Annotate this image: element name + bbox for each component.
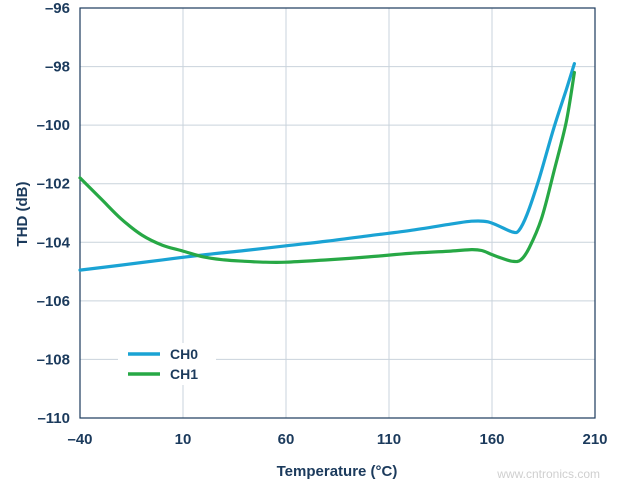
plot-area-border — [79, 7, 596, 419]
y-tick-label: –104 — [37, 234, 71, 251]
y-axis-title: THD (dB) — [14, 182, 31, 247]
x-tick-label: 110 — [377, 431, 401, 448]
y-tick-label: –106 — [37, 293, 70, 310]
x-axis-title: Temperature (°C) — [277, 463, 398, 480]
y-tick-label: –96 — [45, 0, 70, 17]
x-axis-ticks: –40 10 60 110 160 210 — [67, 431, 607, 448]
legend-background — [118, 343, 216, 385]
legend-label-ch1: CH1 — [170, 366, 198, 382]
x-tick-label: 160 — [479, 431, 504, 448]
legend: CH0 CH1 — [118, 343, 216, 385]
y-tick-label: –110 — [37, 410, 70, 427]
x-tick-label: 60 — [278, 431, 295, 448]
watermark: www.cntronics.com — [496, 467, 600, 481]
y-axis-ticks: –96 –98 –100 –102 –104 –106 –108 –110 — [37, 0, 71, 427]
y-tick-label: –98 — [45, 59, 70, 76]
series-line-ch0 — [78, 62, 576, 272]
series-layer — [78, 62, 576, 272]
x-tick-label: 210 — [582, 431, 607, 448]
series-line-ch1 — [78, 70, 576, 265]
y-tick-label: –100 — [37, 117, 70, 134]
y-tick-label: –102 — [37, 176, 70, 193]
y-tick-label: –108 — [37, 351, 70, 368]
x-tick-label: 10 — [175, 431, 192, 448]
x-tick-label: –40 — [67, 431, 92, 448]
legend-label-ch0: CH0 — [170, 346, 198, 362]
